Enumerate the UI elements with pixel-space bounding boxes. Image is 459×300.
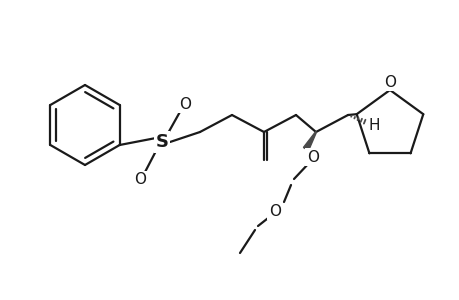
Text: O: O <box>134 172 146 188</box>
Text: O: O <box>383 74 395 89</box>
Text: S: S <box>155 133 168 151</box>
Text: O: O <box>179 97 190 112</box>
Text: H: H <box>368 118 379 133</box>
Text: O: O <box>269 203 280 218</box>
Text: O: O <box>269 203 280 218</box>
Polygon shape <box>303 132 316 151</box>
Text: O: O <box>179 97 190 112</box>
Text: O: O <box>306 149 318 164</box>
Text: O: O <box>134 172 146 188</box>
Text: O: O <box>306 149 318 164</box>
Text: S: S <box>155 133 168 151</box>
Text: H: H <box>368 118 379 133</box>
Text: O: O <box>383 74 395 89</box>
